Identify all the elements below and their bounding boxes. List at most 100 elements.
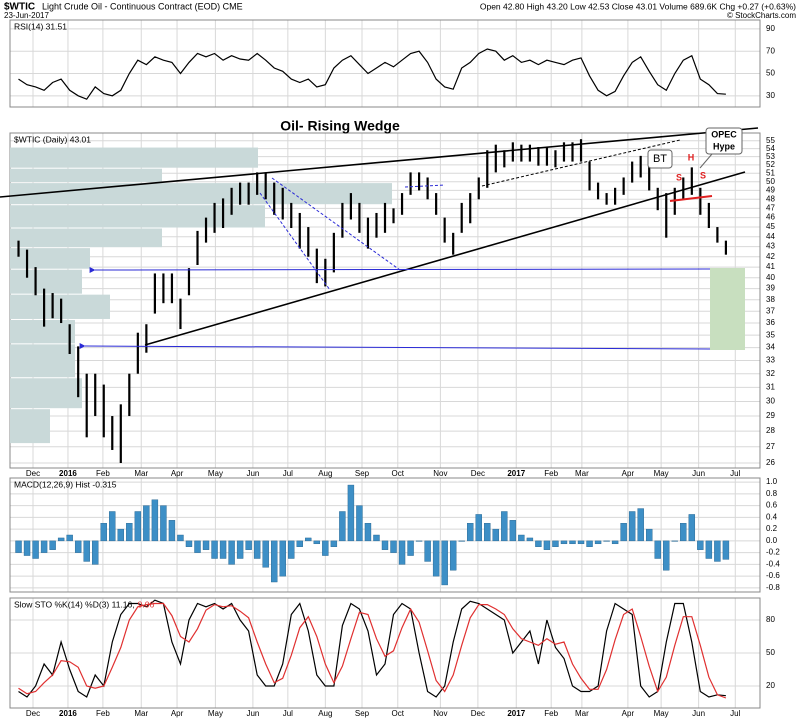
callout	[699, 153, 713, 169]
y-tick-label: 32	[766, 369, 775, 378]
histogram-bar	[475, 514, 482, 542]
histogram-bar	[509, 520, 517, 542]
histogram-bar	[322, 540, 329, 556]
x-tick-label: Mar	[575, 469, 589, 478]
x-tick-label: Feb	[96, 709, 110, 718]
y-tick-label: 50	[766, 648, 775, 657]
target-zone	[710, 268, 745, 350]
x-tick-label: Feb	[544, 469, 558, 478]
histogram-bar	[560, 540, 568, 545]
histogram-bar	[501, 511, 508, 542]
histogram-bar	[424, 540, 431, 562]
histogram-bar	[40, 540, 48, 553]
histogram-bar	[654, 540, 661, 559]
y-tick-label: 49	[766, 186, 775, 195]
histogram-bar	[134, 511, 142, 542]
x-tick-label: Feb	[96, 469, 110, 478]
x-tick-label: Sep	[355, 709, 370, 718]
x-tick-label: Mar	[134, 469, 148, 478]
panel-label: MACD(12,26,9) Hist -0.315	[14, 479, 117, 489]
histogram-bar	[373, 534, 380, 542]
credit: © StockCharts.com	[727, 11, 796, 20]
histogram-bar	[543, 540, 551, 550]
histogram-bar	[271, 540, 278, 583]
y-tick-label: 55	[766, 136, 775, 145]
annotation: OPEC	[711, 129, 737, 139]
histogram-bar	[219, 540, 227, 559]
y-tick-label: 33	[766, 356, 775, 365]
neckline	[669, 195, 713, 202]
histogram-bar	[245, 540, 252, 550]
series-line	[18, 602, 727, 699]
x-tick-label: Dec	[471, 709, 485, 718]
x-tick-label: Mar	[575, 709, 589, 718]
x-tick-label: Jun	[692, 709, 705, 718]
y-tick-label: 40	[766, 273, 775, 282]
histogram-bar	[637, 508, 644, 542]
x-tick-label: Aug	[318, 709, 332, 718]
histogram-bar	[407, 540, 414, 556]
date: 23-Jun-2017	[4, 11, 49, 20]
histogram-bar	[467, 523, 474, 542]
label-box	[705, 127, 743, 155]
panel-label: Slow STO %K(14) %D(3) 11.16,	[14, 599, 135, 609]
histogram-bar	[722, 540, 730, 560]
histogram-bar	[288, 540, 295, 559]
trend-line	[271, 177, 401, 271]
y-tick-label: 48	[766, 194, 775, 203]
panel-label: 9.06	[138, 599, 155, 609]
histogram-bar	[92, 540, 99, 565]
x-tick-label: 2016	[59, 469, 77, 478]
y-tick-label: 90	[766, 24, 775, 33]
y-tick-label: 31	[766, 382, 775, 391]
histogram-bar	[381, 540, 389, 550]
histogram-bar	[202, 540, 210, 550]
x-tick-label: May	[654, 709, 669, 718]
chart-title: Oil- Rising Wedge	[280, 118, 400, 134]
volume-by-price	[10, 269, 82, 294]
y-tick-label: 0.4	[766, 512, 778, 521]
panel-frame	[9, 597, 761, 709]
histogram-bar	[697, 540, 704, 550]
annotation: BT	[653, 153, 667, 165]
x-tick-label: 2016	[59, 709, 77, 718]
label-box	[647, 149, 673, 169]
histogram-bar	[680, 523, 687, 542]
histogram-bar	[330, 540, 338, 547]
histogram-bar	[168, 520, 176, 542]
panel-label: RSI(14) 31.51	[14, 21, 67, 31]
histogram-bar	[279, 540, 286, 577]
histogram-bar	[194, 540, 201, 553]
histogram-bar	[594, 540, 602, 545]
y-tick-label: 34	[766, 343, 775, 352]
histogram-bar	[236, 540, 244, 559]
histogram-bar	[313, 540, 321, 545]
histogram-bar	[611, 540, 619, 545]
histogram-bar	[305, 537, 312, 542]
y-tick-label: 0.2	[766, 524, 778, 533]
y-tick-label: 30	[766, 91, 775, 100]
x-tick-label: Sep	[355, 469, 370, 478]
histogram-bar	[126, 523, 133, 542]
histogram-bar	[586, 540, 593, 547]
histogram-bar	[211, 540, 218, 559]
y-tick-label: 47	[766, 203, 775, 212]
histogram-bar	[296, 540, 303, 547]
quote: Open 42.80 High 43.20 Low 42.53 Close 43…	[480, 1, 796, 11]
histogram-bar	[577, 540, 585, 545]
y-tick-label: -0.4	[766, 559, 780, 568]
wedge-upper	[0, 127, 759, 198]
histogram-bar	[526, 537, 534, 542]
x-tick-label: Oct	[392, 469, 405, 478]
y-tick-label: 26	[766, 458, 775, 467]
histogram-bar	[143, 505, 150, 542]
histogram-bar	[603, 540, 610, 542]
histogram-bar	[398, 540, 406, 565]
y-tick-label: 35	[766, 330, 775, 339]
histogram-bar	[356, 505, 363, 542]
x-tick-label: Apr	[171, 469, 184, 478]
y-tick-label: 50	[766, 177, 775, 186]
y-tick-label: 29	[766, 411, 775, 420]
histogram-bar	[253, 540, 261, 559]
